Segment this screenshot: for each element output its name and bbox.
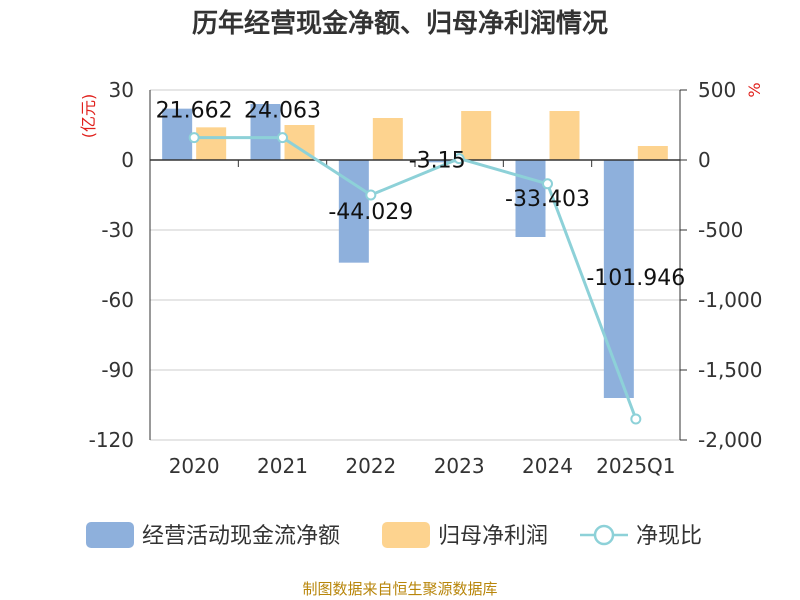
left-axis-unit: (亿元) xyxy=(79,94,98,139)
legend-label: 归母净利润 xyxy=(438,524,548,549)
net-profit-bar xyxy=(461,111,492,160)
cashflow-bar xyxy=(515,160,546,237)
x-axis-tick-label: 2020 xyxy=(169,454,220,478)
x-axis-tick-label: 2025Q1 xyxy=(596,454,675,478)
net-profit-bar xyxy=(549,111,580,160)
right-axis-tick-label: -2,000 xyxy=(698,428,762,452)
left-axis-tick-label: 30 xyxy=(109,78,134,102)
data-label: 21.662 xyxy=(156,99,233,124)
gridlines xyxy=(150,89,680,441)
x-axis-tick-label: 2022 xyxy=(345,454,396,478)
line-layer xyxy=(188,132,642,425)
data-label: -101.946 xyxy=(586,266,685,291)
ratio-line xyxy=(194,136,638,420)
legend-swatch xyxy=(382,522,430,548)
axes-layer: 30 0 -30 -60 -90 -120 500 0 -500 -1,000 -1,500 -2,0… xyxy=(89,78,763,478)
legend-swatch-marker xyxy=(593,524,615,546)
legend-swatch xyxy=(86,522,134,548)
net-profit-bar xyxy=(637,146,668,160)
right-axis-tick-label: 500 xyxy=(698,78,736,102)
data-label: 24.063 xyxy=(244,99,321,124)
ratio-point xyxy=(453,153,465,165)
data-labels-layer: 21.662 24.063 -44.029 -3.15 -33.403 -101.946 xyxy=(156,99,686,291)
left-axis-tick-label: -90 xyxy=(101,358,134,382)
data-label: -44.029 xyxy=(328,200,413,225)
cashflow-bar xyxy=(250,104,281,160)
ratio-point xyxy=(188,132,200,144)
left-axis-tick-label: 0 xyxy=(121,148,134,172)
left-axis-tick-label: -30 xyxy=(101,218,134,242)
left-axis-tick-label: -60 xyxy=(101,288,134,312)
right-axis-tick-label: -1,000 xyxy=(698,288,762,312)
net-profit-bar xyxy=(196,127,227,160)
ratio-point xyxy=(630,413,642,425)
left-axis-tick-label: -120 xyxy=(89,428,134,452)
legend: 经营活动现金流净额 归母净利润 净现比 xyxy=(86,522,702,549)
ratio-point xyxy=(542,178,553,190)
legend-label: 经营活动现金流净额 xyxy=(142,524,340,549)
x-axis-tick-label: 2021 xyxy=(257,454,308,478)
data-label: -3.15 xyxy=(409,149,466,174)
source-note: 制图数据来自恒生聚源数据库 xyxy=(302,580,497,598)
right-axis-tick-label: -1,500 xyxy=(698,358,762,382)
right-axis-tick-label: -500 xyxy=(698,218,743,242)
x-axis-tick-label: 2024 xyxy=(522,454,573,478)
data-label: -33.403 xyxy=(505,187,590,212)
x-axis-tick-label: 2023 xyxy=(434,454,485,478)
right-axis-tick-label: 0 xyxy=(698,148,711,172)
ratio-point xyxy=(277,132,288,144)
net-profit-bar xyxy=(372,118,403,160)
right-axis-unit: % xyxy=(745,82,764,97)
cashflow-bar xyxy=(427,160,458,163)
ratio-point xyxy=(365,189,377,201)
chart-title: 历年经营现金净额、归母净利润情况 xyxy=(192,8,608,39)
cashflow-bar xyxy=(603,160,634,398)
cashflow-bar xyxy=(162,108,193,160)
legend-label: 净现比 xyxy=(636,524,702,549)
